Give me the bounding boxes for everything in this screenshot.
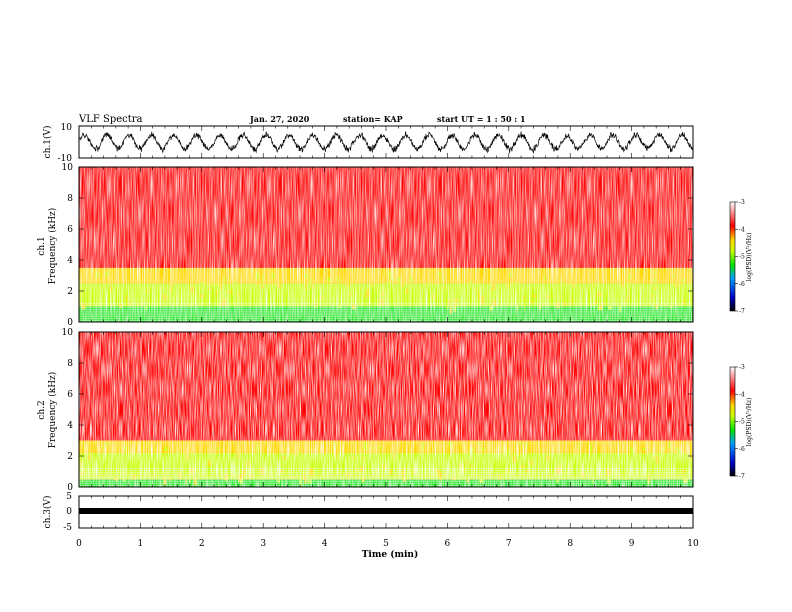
time-tick-label: 1 <box>138 539 144 549</box>
time-axis-ticklabels: 0 1 2 3 4 5 6 7 8 9 10 <box>76 539 699 549</box>
colorbar-tick-label: -3 <box>739 199 745 206</box>
ch2-colorbar: -3 -4 -5 -6 -7 log(PSD)(V²/Hz) <box>729 364 753 480</box>
frequency-tick-label: 6 <box>67 225 73 235</box>
ch1-ylabel: ch.1(V) <box>42 126 53 159</box>
ch1-spectrogram-xticks <box>78 167 694 322</box>
ch1-spectrogram-ylabel: Frequency (kHz) <box>47 208 58 285</box>
ch3-ytick-mid: 0 <box>66 507 72 517</box>
ch1-waveform-panel: 10 -10 ch.1(V) <box>42 123 694 164</box>
ch1-spectrogram-channel-label: ch.1 <box>37 236 47 255</box>
ch1-spectrogram-noise <box>79 167 693 322</box>
ch1-waveform-xticks <box>78 126 694 158</box>
date-label: Jan. 27, 2020 <box>249 114 310 124</box>
colorbar-tick-label: -6 <box>739 446 745 453</box>
frequency-tick-label: 4 <box>67 421 73 431</box>
ch2-spectrogram-xticks <box>78 332 694 487</box>
ch2-spectrogram-yticks: 0 2 4 6 8 10 <box>62 328 693 493</box>
frequency-tick-label: 8 <box>67 359 73 369</box>
frequency-tick-label: 2 <box>67 287 73 297</box>
ch2-spectrogram-panel: 0 2 4 6 8 10 ch.2 Frequency (kHz) <box>37 328 694 493</box>
frequency-tick-label: 10 <box>62 328 74 338</box>
figure-title: VLF Spectra <box>78 114 143 125</box>
frequency-tick-label: 4 <box>67 256 73 266</box>
colorbar-tick-label: -6 <box>739 281 745 288</box>
colorbar-tick-label: -7 <box>739 308 745 315</box>
time-tick-label: 4 <box>322 539 328 549</box>
ch2-colorbar-label: log(PSD)(V²/Hz) <box>746 398 753 447</box>
colorbar-tick-label: -5 <box>739 254 745 261</box>
time-tick-label: 7 <box>506 539 512 549</box>
ch1-waveform-frame <box>78 125 694 159</box>
frequency-tick-label: 2 <box>67 452 73 462</box>
frequency-tick-label: 8 <box>67 194 73 204</box>
ch1-colorbar-gradient <box>729 201 736 312</box>
ch1-colorbar-ticks: -3 -4 -5 -6 -7 <box>735 199 745 315</box>
frequency-tick-label: 6 <box>67 390 73 400</box>
ch3-waveform-panel: 5 0 -5 ch.3(V) <box>42 492 694 533</box>
ch1-waveform-line <box>78 131 694 155</box>
ch3-waveform-xticks <box>78 496 694 528</box>
time-tick-label: 2 <box>199 539 205 549</box>
colorbar-tick-label: -3 <box>739 364 745 371</box>
ch1-colorbar-label: log(PSD)(V²/Hz) <box>746 233 753 282</box>
start-time-label: start UT = 1 : 50 : 1 <box>437 114 526 124</box>
ch3-ytick-bottom: -5 <box>63 523 72 533</box>
time-tick-label: 8 <box>567 539 573 549</box>
colorbar-tick-label: -5 <box>739 419 745 426</box>
ch2-colorbar-gradient <box>729 366 736 477</box>
ch3-ytick-top: 5 <box>66 492 72 502</box>
ch2-spectrogram-noise <box>79 332 693 487</box>
ch2-spectrogram-channel-label: ch.2 <box>37 400 47 419</box>
time-tick-label: 6 <box>445 539 451 549</box>
time-tick-label: 9 <box>629 539 635 549</box>
ch3-waveform-trace <box>79 508 693 514</box>
ch1-ytick-bottom: -10 <box>58 154 73 164</box>
time-tick-label: 10 <box>687 539 699 549</box>
ch3-ylabel: ch.3(V) <box>42 496 53 529</box>
frequency-tick-label: 0 <box>67 483 73 493</box>
frequency-tick-label: 0 <box>67 318 73 328</box>
ch2-colorbar-ticks: -3 -4 -5 -6 -7 <box>735 364 745 480</box>
ch1-ytick-top: 10 <box>61 123 73 133</box>
colorbar-tick-label: -4 <box>739 226 745 233</box>
colorbar-tick-label: -7 <box>739 473 745 480</box>
ch1-spectrogram-yticks: 0 2 4 6 8 10 <box>62 163 693 328</box>
station-label: station= KAP <box>343 114 403 124</box>
frequency-tick-label: 10 <box>62 163 74 173</box>
time-tick-label: 5 <box>383 539 389 549</box>
ch1-spectrogram-panel: 0 2 4 6 8 10 ch.1 Frequency (kHz) <box>37 163 694 328</box>
time-axis-label: Time (min) <box>362 549 419 560</box>
ch1-colorbar: -3 -4 -5 -6 -7 log(PSD)(V²/Hz) <box>729 199 753 315</box>
colorbar-tick-label: -4 <box>739 391 745 398</box>
ch2-spectrogram-ylabel: Frequency (kHz) <box>47 372 58 449</box>
time-tick-label: 0 <box>76 539 82 549</box>
time-tick-label: 3 <box>260 539 266 549</box>
